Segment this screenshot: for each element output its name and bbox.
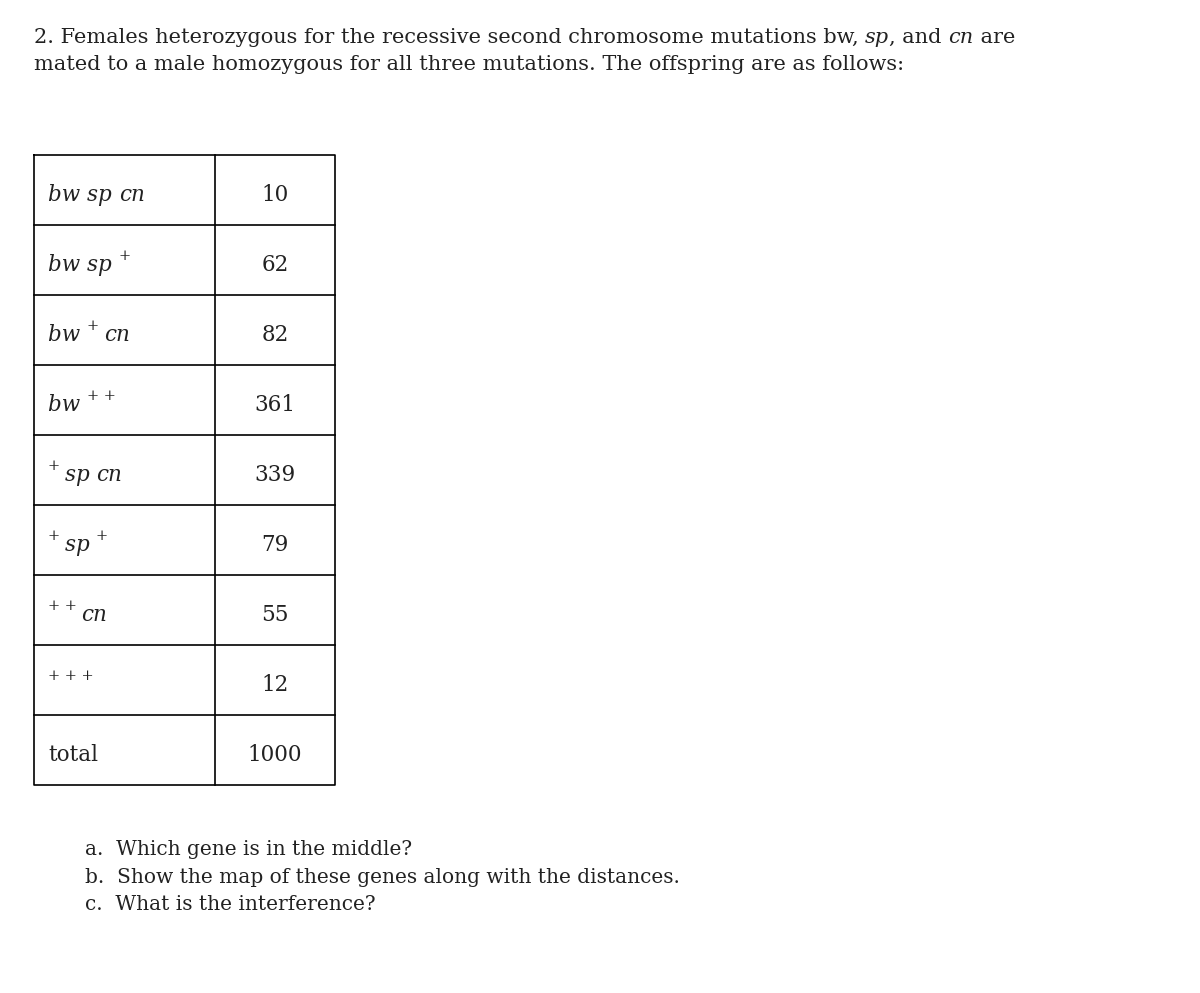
Text: +: + [96, 529, 113, 543]
Text: 82: 82 [262, 324, 289, 347]
Text: 62: 62 [262, 254, 289, 276]
Text: 361: 361 [254, 394, 295, 416]
Text: c.  What is the interference?: c. What is the interference? [85, 895, 376, 915]
Text: 2. Females heterozygous for the recessive second chromosome mutations bw,: 2. Females heterozygous for the recessiv… [34, 28, 865, 47]
Text: sp: sp [88, 254, 119, 276]
Text: +: + [48, 460, 65, 474]
Text: sp: sp [65, 534, 96, 556]
Text: bw: bw [48, 184, 88, 207]
Text: 55: 55 [262, 604, 289, 627]
Text: mated to a male homozygous for all three mutations. The offspring are as follows: mated to a male homozygous for all three… [34, 56, 904, 74]
Text: + +: + + [88, 389, 116, 403]
Text: sp: sp [65, 464, 96, 487]
Text: +: + [119, 249, 131, 263]
Text: , and: , and [889, 28, 948, 47]
Text: cn: cn [948, 28, 973, 47]
Text: sp: sp [865, 28, 889, 47]
Text: a.  Which gene is in the middle?: a. Which gene is in the middle? [85, 840, 412, 859]
Text: bw: bw [48, 324, 88, 347]
Text: cn: cn [96, 464, 122, 487]
Text: +: + [48, 529, 65, 543]
Text: cn: cn [82, 604, 107, 627]
Text: bw: bw [48, 254, 88, 276]
Text: + + +: + + + [48, 669, 94, 683]
Text: b.  Show the map of these genes along with the distances.: b. Show the map of these genes along wit… [85, 868, 680, 887]
Text: +: + [88, 320, 103, 334]
Text: bw: bw [48, 394, 88, 416]
Text: 1000: 1000 [247, 744, 302, 767]
Text: 339: 339 [254, 464, 295, 487]
Text: cn: cn [119, 184, 144, 207]
Text: are: are [973, 28, 1015, 47]
Text: 10: 10 [262, 184, 289, 207]
Text: total: total [48, 744, 98, 767]
Text: 79: 79 [262, 534, 289, 556]
Text: + +: + + [48, 600, 82, 614]
Text: 12: 12 [262, 674, 289, 696]
Text: cn: cn [103, 324, 130, 347]
Text: sp: sp [88, 184, 119, 207]
